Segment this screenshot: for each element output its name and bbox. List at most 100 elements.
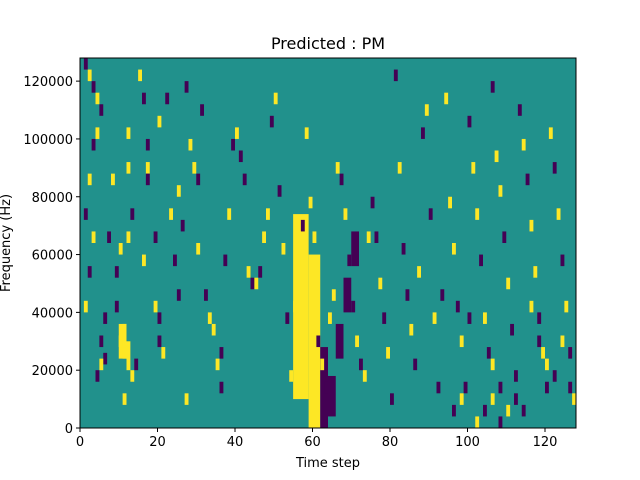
heatmap-cell <box>413 358 418 371</box>
heatmap-cell <box>134 358 139 371</box>
heatmap-cell <box>498 381 503 394</box>
heatmap-cell <box>308 196 313 209</box>
heatmap-cell <box>126 231 131 243</box>
heatmap-cell <box>324 381 328 394</box>
heatmap-cell <box>502 231 507 243</box>
heatmap-cell <box>378 277 383 290</box>
heatmap-cell <box>312 231 317 243</box>
heatmap-cell <box>401 243 406 255</box>
heatmap-cell <box>235 127 239 139</box>
heatmap-cell <box>200 104 204 116</box>
heatmap-cell <box>471 162 476 174</box>
heatmap-cell <box>436 381 441 394</box>
heatmap-cell <box>335 162 340 174</box>
heatmap-cell <box>417 266 421 278</box>
heatmap-cell <box>405 289 410 301</box>
heatmap-cell <box>99 335 104 348</box>
heatmap-cell <box>95 92 100 105</box>
heatmap-cell <box>552 162 557 174</box>
heatmap-cell <box>347 254 352 267</box>
heatmap-cell <box>444 92 449 105</box>
heatmap-cell <box>514 370 518 382</box>
x-tick-label: 40 <box>227 435 244 450</box>
heatmap-cell <box>568 347 573 359</box>
heatmap-cell <box>188 138 193 151</box>
heatmap-cell <box>483 404 487 417</box>
heatmap-cell <box>215 358 220 371</box>
heatmap-cell <box>355 335 359 348</box>
heatmap-cell <box>83 208 88 220</box>
heatmap-cell <box>393 69 398 82</box>
heatmap-cell <box>157 312 162 324</box>
heatmap-cell <box>483 312 487 324</box>
x-tick-label: 100 <box>455 435 480 450</box>
heatmap-cell <box>475 416 480 428</box>
heatmap-cell <box>452 243 456 255</box>
y-axis-label: Frequency (Hz) <box>0 194 14 292</box>
heatmap-cell <box>184 81 189 93</box>
heatmap-cell <box>514 393 518 405</box>
heatmap-cell <box>452 404 456 417</box>
heatmap-cell <box>331 289 336 301</box>
heatmap-cell <box>525 173 530 186</box>
heatmap-cell <box>517 104 522 116</box>
heatmap-cell <box>475 208 480 220</box>
x-axis: 0 20 40 60 80 100 120 <box>76 428 557 450</box>
heatmap-cell <box>204 289 208 301</box>
heatmap-cell <box>529 219 534 232</box>
heatmap-cell <box>87 173 92 186</box>
heatmap-cell <box>157 335 162 348</box>
heatmap-cell <box>506 277 511 290</box>
x-tick-label: 80 <box>382 435 399 450</box>
heatmap-cell <box>91 81 96 93</box>
heatmap-cell <box>145 173 150 186</box>
heatmap-cell <box>254 277 259 290</box>
heatmap-cell <box>173 254 177 267</box>
heatmap-cell <box>153 300 158 313</box>
heatmap-cell <box>277 185 282 197</box>
heatmap-cell <box>169 208 173 220</box>
heatmap-cell <box>297 254 301 267</box>
heatmap-cell <box>467 312 472 324</box>
heatmap-cell <box>537 312 542 324</box>
heatmap-cell <box>219 347 224 359</box>
heatmap-cell <box>545 381 549 394</box>
heatmap-cell <box>180 219 185 232</box>
heatmap-cell <box>374 231 379 243</box>
heatmap-band <box>343 277 352 313</box>
heatmap-band <box>126 341 131 371</box>
heatmap-cell <box>545 358 549 371</box>
heatmap-cell <box>273 92 278 105</box>
heatmap-cell <box>572 393 576 405</box>
heatmap-cell <box>533 266 538 278</box>
heatmap-cell <box>99 358 104 371</box>
heatmap-cell <box>370 196 375 209</box>
heatmap-cell <box>490 393 495 405</box>
heatmap-cell <box>87 69 92 82</box>
heatmap-cell <box>490 81 495 93</box>
heatmap-cell <box>320 358 325 371</box>
heatmap-cell <box>95 127 100 139</box>
heatmap-cell <box>118 243 123 255</box>
heatmap-cell <box>126 162 131 174</box>
heatmap-cell <box>386 347 390 359</box>
heatmap-cell <box>192 162 197 174</box>
heatmap-cell <box>432 312 437 324</box>
heatmap-cell <box>366 231 371 243</box>
heatmap-cell <box>176 185 181 197</box>
heatmap-cell <box>424 104 429 116</box>
heatmap-cell <box>231 138 235 151</box>
heatmap-cell <box>467 115 472 128</box>
heatmap-cell <box>153 231 158 243</box>
heatmap-cell <box>556 208 561 220</box>
heatmap-cell <box>564 300 569 313</box>
heatmap-cell <box>300 219 305 232</box>
heatmap-cell <box>506 404 511 417</box>
heatmap-cell <box>421 127 425 139</box>
heatmap-cell <box>122 393 127 405</box>
heatmap-cell <box>266 208 270 220</box>
heatmap-band <box>308 254 321 428</box>
heatmap-cell <box>463 381 468 394</box>
heatmap-cell <box>498 416 503 428</box>
